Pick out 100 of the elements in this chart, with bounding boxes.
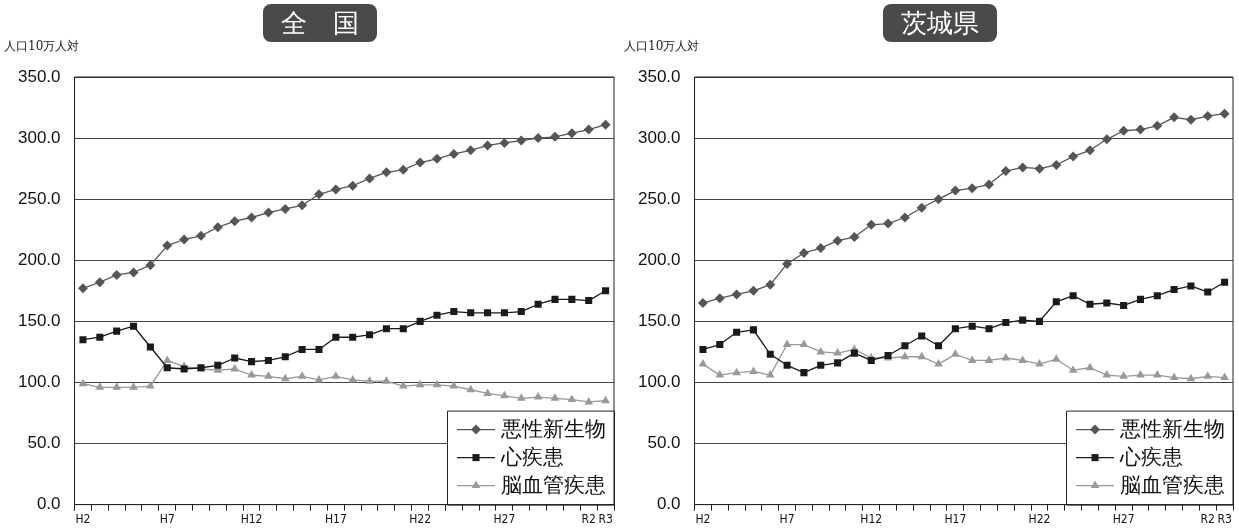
point bbox=[163, 364, 171, 372]
point bbox=[111, 269, 122, 280]
point bbox=[382, 376, 391, 384]
point bbox=[146, 343, 154, 351]
point bbox=[96, 333, 104, 341]
x-tick-label: R3 bbox=[598, 511, 613, 526]
point bbox=[450, 308, 458, 316]
point bbox=[699, 345, 707, 353]
point bbox=[348, 374, 358, 383]
x-tick-label: H22 bbox=[1028, 511, 1051, 526]
point bbox=[382, 325, 390, 333]
y-tick-label: 250.0 bbox=[637, 188, 681, 208]
point bbox=[1153, 292, 1161, 300]
point bbox=[364, 173, 375, 184]
point bbox=[1034, 163, 1045, 174]
point bbox=[264, 371, 273, 379]
x-tick-label: H7 bbox=[159, 511, 175, 526]
point bbox=[1120, 301, 1128, 309]
point bbox=[935, 342, 943, 350]
point bbox=[951, 349, 960, 357]
point bbox=[1018, 355, 1027, 363]
point bbox=[551, 295, 559, 303]
point bbox=[1103, 299, 1111, 307]
point bbox=[415, 157, 426, 168]
point bbox=[601, 395, 610, 404]
point bbox=[967, 183, 978, 194]
point bbox=[195, 230, 206, 241]
point bbox=[899, 212, 910, 223]
point bbox=[850, 349, 858, 357]
point bbox=[798, 247, 809, 258]
point bbox=[448, 148, 459, 159]
point bbox=[716, 341, 724, 349]
point bbox=[466, 384, 476, 393]
point bbox=[799, 339, 809, 348]
point bbox=[415, 379, 425, 388]
point bbox=[749, 326, 757, 334]
point bbox=[782, 258, 793, 269]
point bbox=[381, 167, 392, 178]
point bbox=[715, 370, 725, 378]
point bbox=[832, 235, 843, 246]
point bbox=[516, 393, 526, 401]
point bbox=[331, 371, 341, 379]
point bbox=[550, 131, 560, 142]
point bbox=[933, 194, 944, 205]
x-tick-label: H17 bbox=[324, 511, 347, 526]
x-tick-label: R2 bbox=[1200, 511, 1215, 526]
point bbox=[1002, 319, 1010, 327]
point bbox=[833, 348, 842, 356]
point bbox=[214, 361, 222, 369]
point bbox=[433, 311, 441, 319]
point bbox=[229, 216, 240, 227]
point bbox=[967, 355, 977, 363]
y-tick-label: 0.0 bbox=[36, 494, 61, 514]
point bbox=[883, 218, 894, 229]
point bbox=[398, 164, 409, 175]
y-tick-label: 350.0 bbox=[17, 66, 61, 86]
point bbox=[1000, 166, 1011, 177]
point bbox=[849, 232, 860, 243]
point bbox=[1219, 108, 1230, 119]
legend-label: 悪性新生物 bbox=[500, 417, 606, 442]
point bbox=[246, 212, 257, 223]
point bbox=[467, 309, 475, 317]
point bbox=[1118, 125, 1129, 136]
point bbox=[516, 135, 527, 146]
point bbox=[1085, 362, 1095, 371]
point bbox=[500, 309, 508, 317]
point bbox=[297, 371, 307, 379]
point bbox=[398, 381, 408, 389]
point bbox=[749, 366, 758, 374]
point bbox=[782, 339, 792, 348]
point bbox=[816, 346, 826, 355]
point bbox=[1102, 370, 1112, 378]
point bbox=[950, 185, 961, 196]
point bbox=[916, 202, 927, 213]
point bbox=[416, 317, 424, 325]
point bbox=[1169, 112, 1180, 123]
point bbox=[714, 293, 725, 304]
point bbox=[1051, 354, 1061, 362]
x-tick-label: R2 bbox=[581, 511, 596, 526]
point bbox=[698, 359, 708, 367]
point bbox=[534, 300, 542, 308]
point bbox=[365, 376, 374, 384]
point bbox=[113, 327, 121, 335]
point bbox=[732, 367, 741, 376]
point bbox=[517, 308, 525, 316]
point bbox=[1220, 372, 1229, 381]
point bbox=[315, 345, 323, 353]
point bbox=[112, 382, 122, 390]
legend-label: 悪性新生物 bbox=[1119, 417, 1225, 442]
point bbox=[1084, 145, 1095, 156]
point bbox=[298, 345, 306, 353]
point bbox=[1019, 316, 1027, 324]
point bbox=[533, 392, 543, 400]
point bbox=[731, 289, 742, 300]
point bbox=[900, 351, 910, 360]
point bbox=[866, 219, 877, 230]
point bbox=[918, 332, 926, 340]
point bbox=[1170, 286, 1178, 294]
point bbox=[465, 145, 476, 156]
point bbox=[162, 240, 173, 251]
